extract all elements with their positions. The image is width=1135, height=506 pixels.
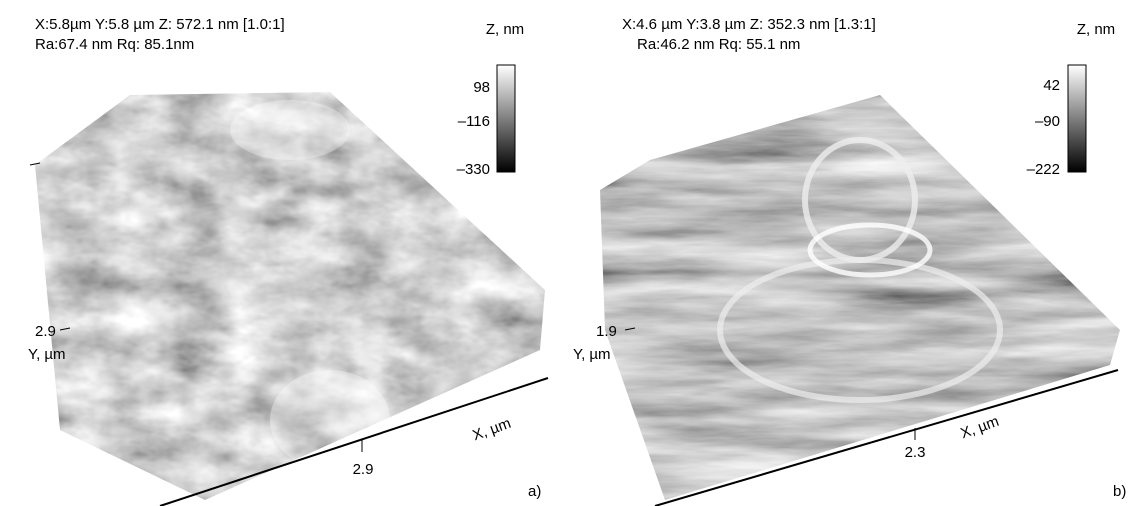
colorbar-label: 42 (1043, 77, 1060, 94)
figure: X:5.8µm Y:5.8 µm Z: 572.1 nm [1.0:1] Ra:… (0, 0, 1135, 506)
header: Ra:67.4 nm Rq: 85.1nm (35, 36, 194, 53)
y-tick-label: 1.9 (596, 323, 617, 340)
surface-b (600, 90, 1125, 505)
colorbar-title: Z, nm (1077, 21, 1115, 38)
colorbar-label: –330 (457, 161, 490, 178)
x-axis-title: X, µm (958, 413, 1001, 442)
header: Ra:46.2 nm Rq: 55.1 nm (637, 36, 800, 53)
colorbar-label: –116 (458, 113, 490, 130)
colorbar (497, 65, 515, 172)
colorbar-label: 98 (473, 79, 490, 96)
colorbar-label: –90 (1035, 113, 1060, 130)
x-tick-label: 2.9 (353, 461, 374, 478)
colorbar-title: Z, nm (486, 21, 524, 38)
header: X:4.6 µm Y:3.8 µm Z: 352.3 nm [1.3:1] (622, 16, 876, 33)
y-tick-label: 2.9 (35, 323, 56, 340)
surface-a (30, 90, 550, 505)
colorbar (1068, 65, 1086, 172)
y-axis-title: Y, µm (28, 346, 66, 363)
x-tick-label: 2.3 (905, 444, 926, 461)
y-axis-title: Y, µm (573, 346, 611, 363)
x-axis-title: X, µm (470, 415, 513, 444)
panel-label: a) (528, 483, 541, 500)
colorbar-label: –222 (1027, 161, 1060, 178)
header: X:5.8µm Y:5.8 µm Z: 572.1 nm [1.0:1] (35, 16, 285, 33)
panel-label: b) (1113, 483, 1126, 500)
